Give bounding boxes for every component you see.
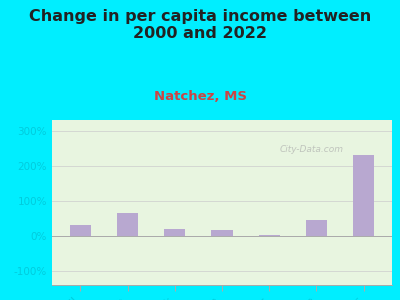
Bar (306, 220, 327, 236)
Bar (258, 235, 280, 236)
Bar (117, 213, 138, 236)
Text: City-Data.com: City-Data.com (280, 145, 344, 154)
Bar (211, 230, 233, 236)
Text: Natchez, MS: Natchez, MS (154, 90, 246, 103)
Text: Change in per capita income between
2000 and 2022: Change in per capita income between 2000… (29, 9, 371, 41)
Bar (164, 229, 186, 236)
Bar (353, 155, 374, 236)
Bar (70, 225, 91, 236)
